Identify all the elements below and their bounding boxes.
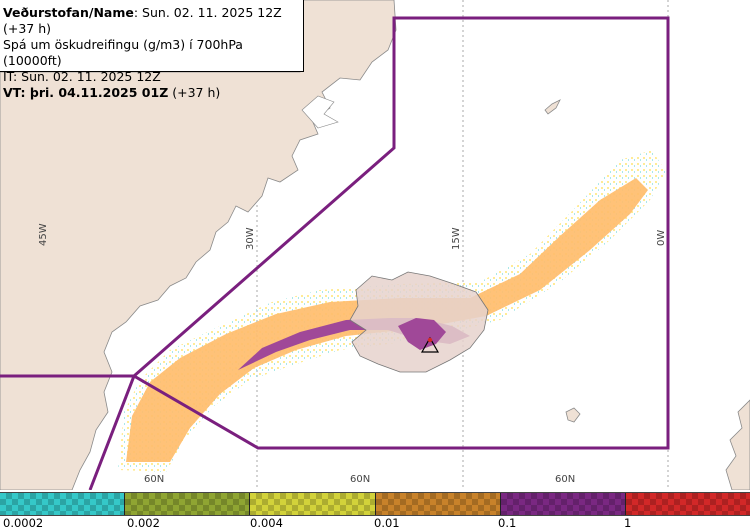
- initial-time: IT: Sun. 02. 11. 2025 12Z: [3, 69, 161, 84]
- legend-swatch: [0, 493, 126, 515]
- legend-swatch: [375, 493, 501, 515]
- legend-tick: 1: [624, 516, 632, 530]
- volcano-triangle-icon: [420, 336, 440, 353]
- lat-label: 60N: [144, 474, 164, 485]
- lat-label: 60N: [555, 474, 575, 485]
- legend-tick: 0.0002: [3, 516, 44, 530]
- lon-label-0w: 0W: [656, 230, 667, 246]
- greenland-fjord: [301, 95, 339, 129]
- color-legend: 0.0002 0.002 0.004 0.01 0.1 1: [0, 490, 750, 532]
- valid-time-line: VT: þri. 04.11.2025 01Z (+37 h): [3, 85, 303, 101]
- jan-mayen-island: [544, 99, 561, 115]
- norway-coast: [725, 399, 750, 490]
- forecast-info-box: Veðurstofan/Name: Sun. 02. 11. 2025 12Z …: [0, 0, 304, 100]
- legend-tick: 0.004: [250, 516, 283, 530]
- valid-time: VT: þri. 04.11.2025 01Z: [3, 85, 169, 100]
- iceland-ash-core: [398, 318, 446, 350]
- greenland-landmass: [0, 0, 397, 490]
- legend-swatch: [250, 493, 376, 515]
- lon-label-15w: 15W: [451, 227, 462, 250]
- airspace-boundary: [0, 16, 670, 490]
- forecast-description: Spá um öskudreifingu (g/m3) í 700hPa (10…: [3, 37, 243, 68]
- longitude-labels: 45W 30W 15W 0W: [38, 223, 667, 250]
- map-view[interactable]: 45W 30W 15W 0W 60N 60N 60N: [0, 0, 750, 490]
- faroe-island: [565, 407, 581, 423]
- lon-label-45w: 45W: [38, 223, 49, 246]
- latitude-labels: 60N 60N 60N: [144, 474, 575, 485]
- valid-offset: (+37 h): [168, 85, 221, 100]
- legend-swatch: [500, 493, 626, 515]
- issuer-line: Veðurstofan/Name: Sun. 02. 11. 2025 12Z …: [3, 5, 303, 37]
- legend-tick: 0.002: [127, 516, 160, 530]
- issuer-name: Veðurstofan/Name: [3, 5, 134, 20]
- legend-swatch: [125, 493, 251, 515]
- legend-swatch: [625, 493, 750, 515]
- legend-tick: 0.01: [374, 516, 400, 530]
- legend-colorbar: [0, 492, 750, 516]
- legend-tick: 0.1: [498, 516, 517, 530]
- legend-tick-labels: 0.0002 0.002 0.004 0.01 0.1 1: [0, 516, 750, 532]
- issue-time: : Sun. 02. 11. 2025 12Z (+37 h): [3, 5, 282, 36]
- lat-label: 60N: [350, 474, 370, 485]
- lon-label-30w: 30W: [245, 227, 256, 250]
